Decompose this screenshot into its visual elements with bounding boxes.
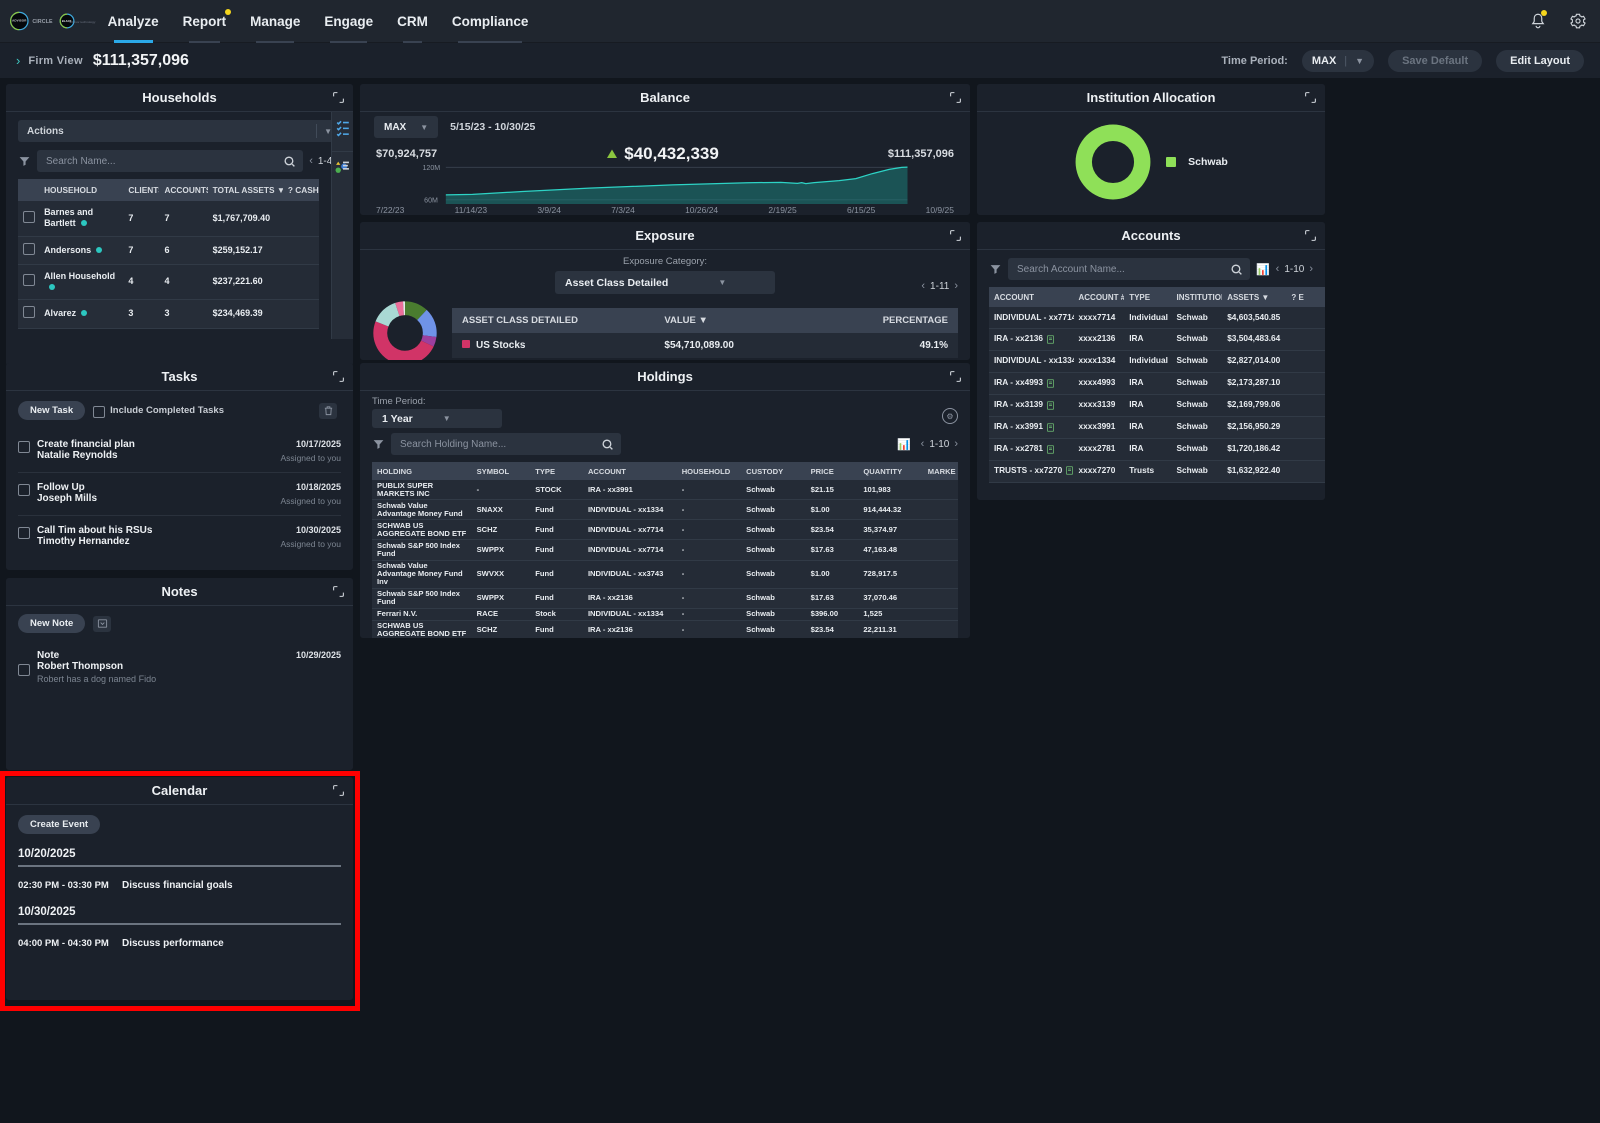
svg-text:120M: 120M	[423, 164, 441, 172]
svg-text:60M: 60M	[424, 196, 438, 204]
